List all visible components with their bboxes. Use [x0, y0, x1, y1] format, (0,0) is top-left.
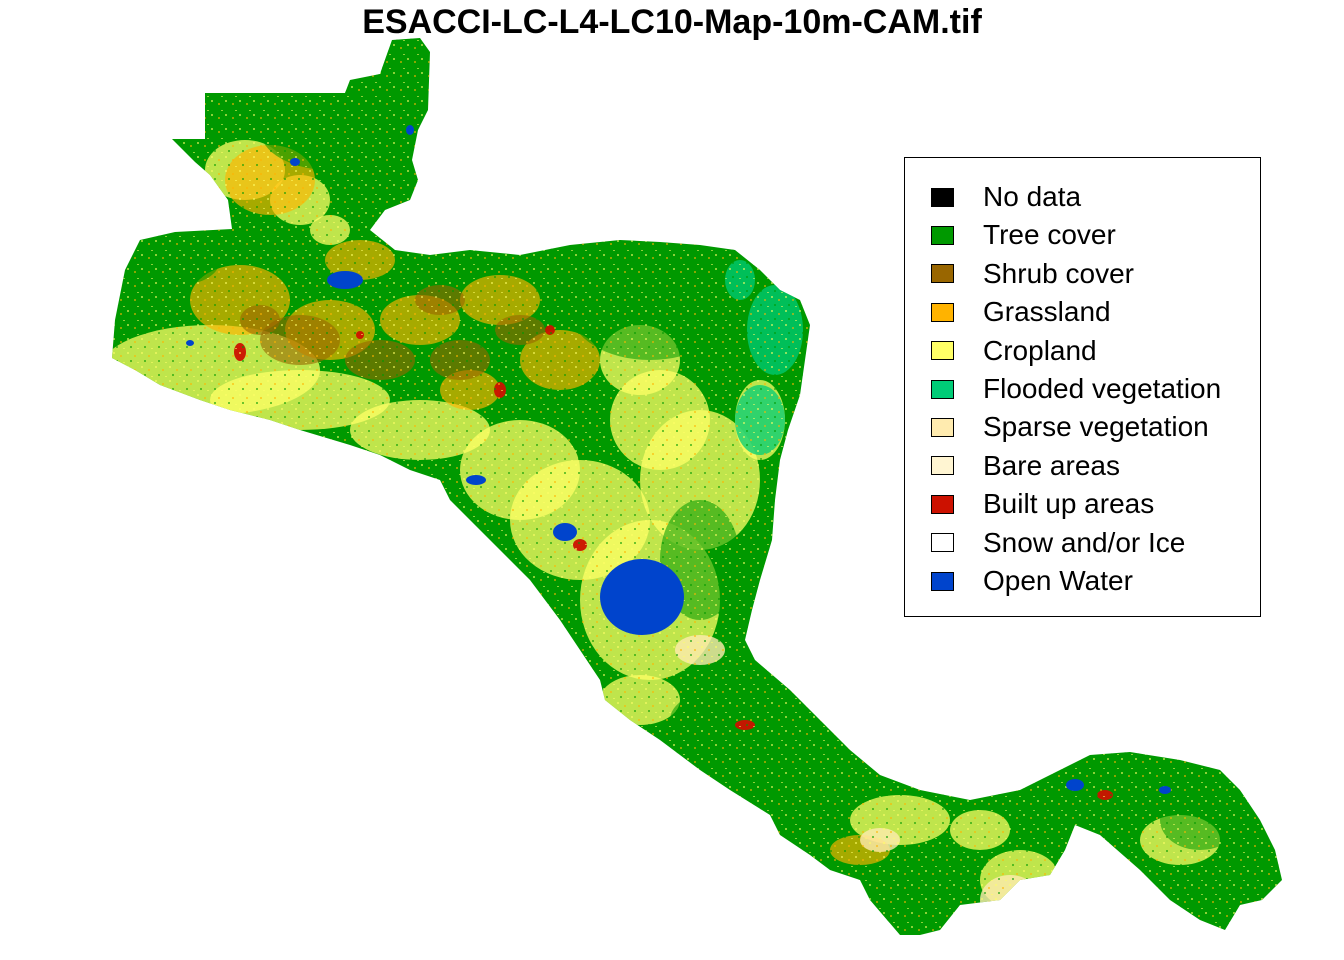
map-title: ESACCI-LC-L4-LC10-Map-10m-CAM.tif: [362, 3, 982, 41]
legend-swatch: [931, 225, 954, 245]
legend-item: No data: [931, 181, 1082, 212]
open-water: [1159, 786, 1171, 794]
legend-label: Tree cover: [983, 219, 1116, 251]
legend-item: Built up areas: [931, 488, 1155, 520]
legend-swatch: [931, 341, 954, 361]
open-water: [600, 559, 684, 635]
open-water: [466, 475, 486, 485]
legend-swatch: [931, 187, 954, 207]
legend-label: Bare areas: [983, 449, 1120, 481]
open-water: [406, 125, 414, 135]
legend-item: Sparse vegetation: [931, 411, 1209, 443]
legend-item: Cropland: [931, 334, 1097, 366]
legend-swatch: [931, 379, 954, 399]
legend-item: Grassland: [931, 296, 1111, 328]
legend-swatch: [931, 571, 954, 591]
open-water: [186, 340, 194, 346]
open-water: [327, 271, 363, 289]
open-water: [290, 158, 300, 166]
legend-item: Open Water: [931, 565, 1133, 596]
legend-label: Flooded vegetation: [983, 373, 1222, 404]
legend-item: Bare areas: [931, 449, 1120, 481]
legend-label: Snow and/or Ice: [983, 526, 1186, 558]
legend-swatch: [931, 456, 954, 476]
legend-swatch: [931, 302, 954, 322]
open-water: [1066, 779, 1084, 791]
legend-swatch: [931, 264, 954, 284]
legend-label: Grassland: [983, 296, 1111, 328]
open-water: [553, 523, 577, 541]
legend-label: No data: [983, 181, 1082, 212]
grassland-area: [1025, 880, 1075, 920]
legend-item: Shrub cover: [931, 257, 1134, 289]
legend-label: Shrub cover: [983, 257, 1134, 289]
legend-swatch: [931, 533, 954, 553]
legend-label: Open Water: [983, 565, 1133, 596]
legend-swatch: [931, 494, 954, 514]
legend-swatch: [931, 417, 954, 437]
legend-label: Built up areas: [983, 488, 1155, 520]
legend-item: Snow and/or Ice: [931, 526, 1186, 558]
legend-label: Sparse vegetation: [983, 411, 1209, 443]
legend: No data Tree cover Shrub cover Grassland Cro…: [904, 157, 1261, 617]
legend-label: Cropland: [983, 334, 1097, 366]
legend-item: Flooded vegetation: [931, 373, 1222, 404]
legend-item: Tree cover: [931, 219, 1116, 251]
